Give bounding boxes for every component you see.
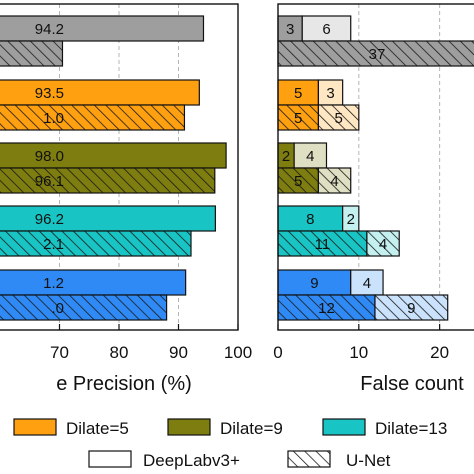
precision-plot-frame (0, 3, 239, 331)
false-count-segment-label: 2 (347, 211, 355, 228)
precision-bar-label-deeplab: 94.2 (35, 21, 64, 38)
false-count-segment-label: 5 (334, 110, 342, 127)
precision-tick-label: 90 (169, 343, 188, 362)
false-count-segment-fill (342, 206, 359, 231)
false-count-segment-label: 4 (306, 148, 314, 165)
precision-bar-deeplab (0, 269, 187, 296)
false-count-segment-label: 2 (282, 148, 290, 165)
precision-bar-deeplab (0, 15, 205, 42)
precision-bar-label-unet: .0 (51, 300, 64, 317)
legend-label-unet: U-Net (346, 451, 391, 470)
false-count-segment-fill (318, 80, 343, 105)
false-count-segment-unet (277, 40, 474, 67)
precision-bar-label-deeplab: 96.2 (35, 211, 64, 228)
false-count-segment-label: 37 (369, 46, 386, 63)
false-count-segment-unet (317, 104, 360, 131)
false-count-segment-label: 3 (286, 21, 294, 38)
false-count-tick-label: 0 (273, 343, 282, 362)
false-count-segment-label: 4 (379, 236, 387, 253)
precision-bar-unet (0, 294, 168, 321)
precision-bar-unet (0, 230, 192, 257)
legend-label-dilate-5: Dilate=5 (66, 419, 129, 438)
false-count-segment-unet (317, 167, 352, 194)
false-count-segment-label: 9 (310, 275, 318, 292)
legend-swatch-dilate-9 (167, 418, 211, 436)
legend-swatch-deeplab (88, 450, 132, 468)
false-count-segment-fill (278, 143, 295, 168)
precision-bar-deeplab (0, 205, 216, 232)
false-count-segment-unet (366, 230, 400, 257)
false-count-segment-label: 4 (363, 275, 371, 292)
precision-panel: 70 80 90 100 94.2 93.5 1.0 98.0 96.1 96.2 2.1 1.2 .0 (0, 3, 252, 362)
false-count-segment-label: 8 (306, 211, 314, 228)
precision-tick-label: 70 (50, 343, 69, 362)
false-count-segment-label: 6 (322, 21, 330, 38)
false-count-segment-label: 5 (294, 110, 302, 127)
precision-tick-label: 80 (110, 343, 129, 362)
false-count-segment-label: 5 (294, 173, 302, 190)
false-count-segment-label: 5 (294, 85, 302, 102)
false-count-tick-label: 20 (430, 343, 449, 362)
precision-bar-unet (0, 40, 64, 67)
false-count-segment-unet (277, 167, 320, 194)
false-count-plot-frame (277, 3, 474, 331)
false-count-segment-fill (278, 206, 343, 231)
precision-bar-label-unet: 2.1 (43, 236, 64, 253)
legend: Dilate=5 Dilate=9 Dilate=13 DeepLabv3+ U… (13, 418, 447, 470)
false-count-segment-label: 9 (407, 300, 415, 317)
false-count-segment-unet (277, 104, 320, 131)
legend-swatch-dilate-13 (322, 418, 366, 436)
legend-label-deeplab: DeepLabv3+ (143, 451, 240, 470)
false-count-tick-label: 10 (349, 343, 368, 362)
false-count-segment-fill (294, 143, 327, 168)
false-count-segment-fill (278, 16, 303, 41)
precision-bar-deeplab (0, 79, 200, 106)
precision-bar-label-deeplab: 93.5 (35, 85, 64, 102)
false-count-segment-label: 3 (326, 85, 334, 102)
legend-label-dilate-9: Dilate=9 (220, 419, 283, 438)
precision-bar-label-unet: 1.0 (43, 110, 64, 127)
false-count-segment-fill (350, 270, 384, 295)
precision-bar-label-deeplab: 1.2 (43, 275, 64, 292)
false-count-segment-label: 12 (318, 300, 335, 317)
precision-tick-label: 100 (224, 343, 252, 362)
legend-swatch-dilate-5 (13, 418, 57, 436)
precision-axis-title: e Precision (%) (56, 373, 192, 395)
legend-swatch-unet (287, 450, 331, 468)
false-count-segment-fill (302, 16, 351, 41)
precision-bar-label-unet: 96.1 (35, 173, 64, 190)
false-count-segment-label: 11 (315, 236, 331, 253)
false-count-segment-fill (278, 270, 351, 295)
legend-label-dilate-13: Dilate=13 (375, 419, 447, 438)
false-count-segment-fill (278, 80, 319, 105)
precision-bar-unet (0, 104, 186, 131)
false-count-segment-label: 4 (330, 173, 338, 190)
precision-bar-label-deeplab: 98.0 (35, 148, 64, 165)
precision-bar-deeplab (0, 142, 227, 169)
false-count-segment-unet (374, 294, 449, 321)
precision-bar-unet (0, 167, 216, 194)
false-count-axis-title: False count (360, 373, 464, 395)
